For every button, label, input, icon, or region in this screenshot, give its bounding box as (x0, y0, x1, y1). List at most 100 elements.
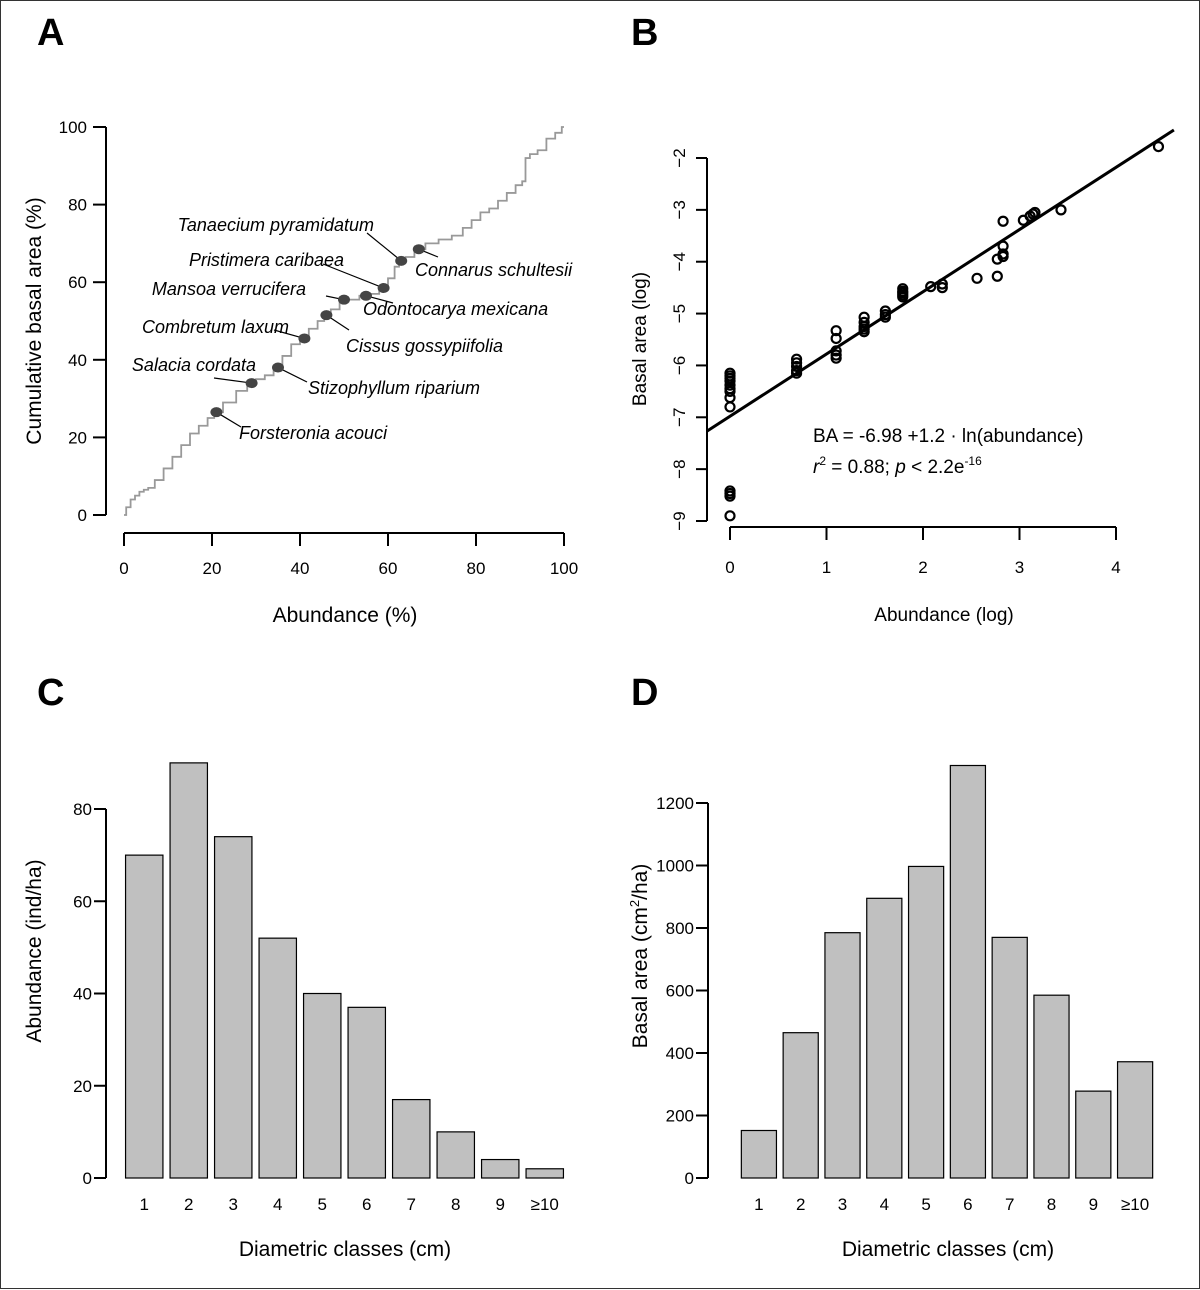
panel-b-xtick-label: 3 (1015, 558, 1024, 577)
panel-b-ytick-label: −4 (670, 252, 689, 271)
panel-a-species-label: Pristimera caribaea (189, 250, 344, 270)
panel-a-species-label: Salacia cordata (132, 355, 256, 375)
panel-a: Abundance (%) Cumulative basal area (%) … (23, 118, 578, 627)
panel-b-point (997, 215, 1009, 227)
bar-9 (480, 1158, 520, 1179)
panel-a-ytick-label: 0 (78, 506, 87, 525)
panel-c-ylabel: Abundance (ind/ha) (23, 859, 46, 1042)
bar-5 (302, 992, 342, 1179)
panel-b-point (724, 490, 736, 502)
panel-a-ytick-label: 100 (59, 118, 87, 137)
panel-b-point (790, 360, 803, 373)
panel-b-xtick-label: 0 (725, 558, 734, 577)
panel-c: Diametric classes (cm) Abundance (ind/ha… (23, 762, 565, 1261)
bar-5 (907, 865, 945, 1179)
panel-b-xlabel: Abundance (log) (874, 605, 1013, 626)
bar-2 (782, 1032, 819, 1179)
bar-≥10 (1116, 1061, 1154, 1179)
bar-category-label: 2 (184, 1195, 193, 1214)
panel-label-c: C (37, 672, 64, 714)
panel-a-species-marker (338, 294, 350, 305)
panel-b-ytick-label: −5 (670, 304, 689, 323)
panel-label-d: D (631, 672, 658, 714)
bar-4 (866, 897, 903, 1179)
panel-b-point (858, 326, 870, 338)
bar-category-label: 3 (838, 1195, 847, 1214)
panel-a-ytick-label: 20 (68, 428, 87, 447)
panel-a-leader-line (213, 377, 252, 384)
bar-7 (991, 936, 1028, 1179)
panel-b-ytick-label: −3 (670, 200, 689, 219)
r-value: = 0.88; (826, 457, 895, 478)
bar-7 (391, 1098, 431, 1179)
panel-a-species-marker (377, 283, 390, 294)
bar-category-label: ≥10 (531, 1195, 559, 1214)
bar-2 (169, 762, 209, 1179)
panel-b-ytick-label: −6 (670, 356, 689, 375)
bar-panel-ytick-label: 0 (685, 1169, 694, 1188)
panel-b-ytick-label: −7 (670, 408, 689, 427)
panel-d-ylabel: Basal area (cm2/ha) (627, 864, 652, 1049)
panel-b-stats: r2 = 0.88; p < 2.2e-16 (813, 454, 982, 478)
p-exponent: -16 (964, 454, 982, 468)
panel-b-point (830, 332, 842, 345)
bar-category-label: 6 (362, 1195, 371, 1214)
panel-a-ylabel: Cumulative basal area (%) (23, 197, 46, 444)
bar-6 (347, 1006, 387, 1179)
panel-b-xtick-label: 1 (822, 558, 831, 577)
panel-b-ytick-label: −9 (670, 511, 689, 530)
panel-a-species-label: Connarus schultesii (415, 260, 573, 280)
panel-a-species-label: Odontocarya mexicana (363, 299, 548, 319)
panel-a-xtick-label: 60 (379, 559, 398, 578)
panel-a-ytick-label: 60 (68, 273, 87, 292)
panel-d-ylabel-pre: Basal area (cm (629, 907, 652, 1048)
bar-panel-ytick-label: 80 (73, 800, 92, 819)
bar-panel-ytick-label: 40 (73, 985, 92, 1004)
panel-b-ytick-label: −8 (670, 459, 689, 478)
panel-a-ytick-label: 40 (68, 351, 87, 370)
panel-a-species-marker (210, 407, 223, 418)
bar-category-label: 4 (880, 1195, 889, 1214)
panel-b-point (1027, 208, 1039, 220)
panel-a-xtick-label: 40 (291, 559, 310, 578)
panel-b-point (830, 345, 842, 357)
panel-a-species-marker (272, 362, 284, 373)
panel-d-xlabel: Diametric classes (cm) (842, 1238, 1054, 1261)
panel-label-b: B (631, 12, 658, 54)
panel-a-xtick-label: 100 (550, 559, 578, 578)
bar-8 (1033, 994, 1070, 1179)
panel-b-point (971, 272, 983, 284)
bar-panel-ytick-label: 0 (83, 1169, 92, 1188)
panel-b-point (997, 250, 1009, 263)
panel-a-species-marker (412, 244, 425, 255)
bar-category-label: 8 (1047, 1195, 1056, 1214)
panel-a-xtick-label: 20 (203, 559, 222, 578)
bar-1 (740, 1129, 778, 1179)
bar-panel-ytick-label: 1000 (656, 857, 694, 876)
panel-a-species-marker (245, 378, 258, 389)
panel-a-species-label: Forsteronia acouci (239, 423, 388, 443)
panel-b-xtick-label: 2 (918, 558, 927, 577)
panel-d-ylabel-sup: 2 (627, 900, 642, 907)
panel-a-species-marker (395, 255, 408, 266)
panel-b-point (936, 278, 948, 290)
bar-category-label: 7 (407, 1195, 416, 1214)
panel-b-point (724, 375, 736, 387)
bar-1 (124, 854, 164, 1179)
panel-b-point (879, 305, 891, 317)
bar-panel-ytick-label: 200 (666, 1107, 694, 1126)
bar-panel-ytick-label: 1200 (656, 794, 694, 813)
bar-category-label: ≥10 (1121, 1195, 1149, 1214)
r-superscript: 2 (819, 454, 826, 468)
panel-a-species-marker (298, 333, 311, 344)
bar-panel-ytick-label: 600 (666, 982, 694, 1001)
panel-b-point (790, 367, 803, 379)
bar-category-label: 2 (796, 1195, 805, 1214)
panel-b-point (830, 325, 842, 337)
bar-category-label: 1 (140, 1195, 149, 1214)
panel-a-ytick-label: 80 (68, 196, 87, 215)
bar-category-label: 8 (451, 1195, 460, 1214)
bar-≥10 (525, 1168, 565, 1179)
